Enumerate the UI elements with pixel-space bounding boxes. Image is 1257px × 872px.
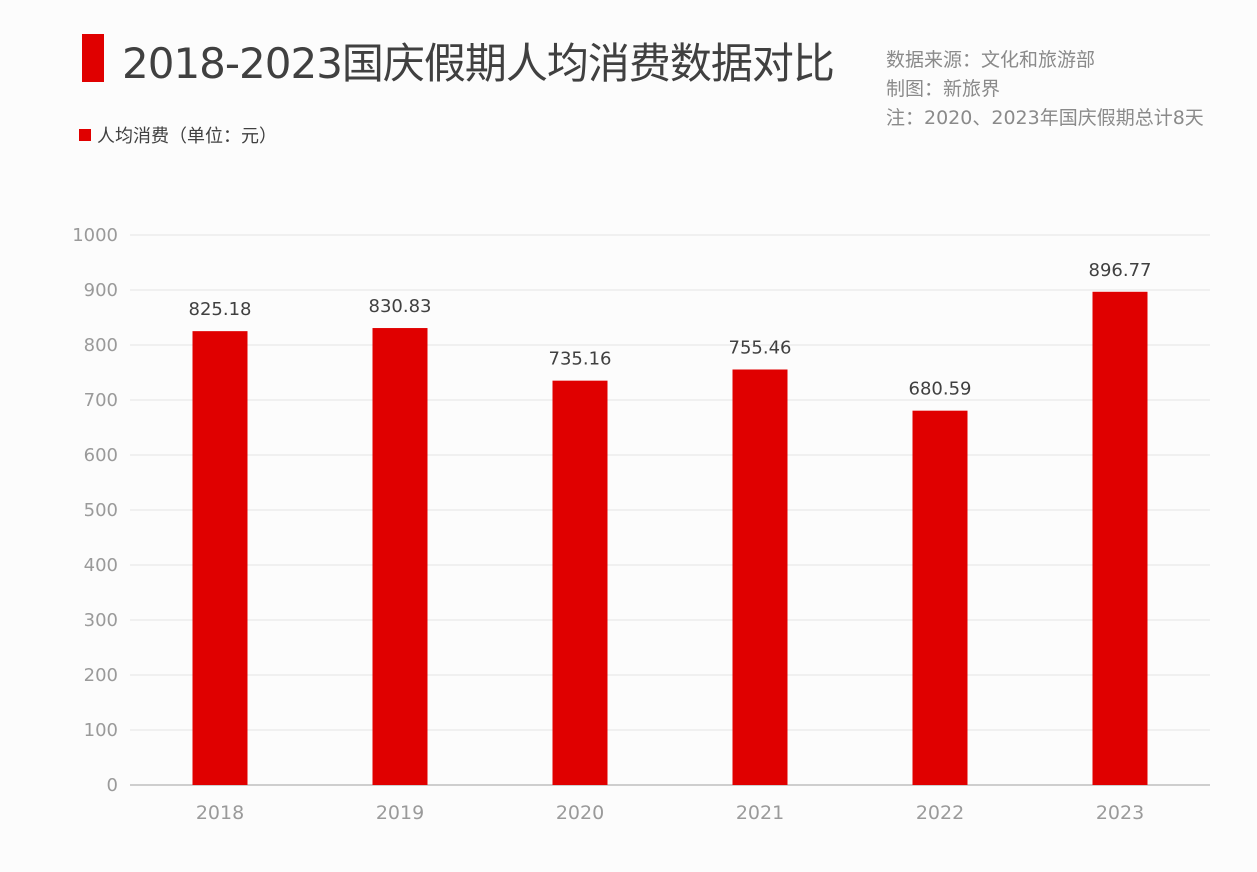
x-tick-label: 2020 [556,802,604,824]
legend-swatch [79,129,91,141]
y-tick-label: 900 [84,280,118,301]
x-tick-label: 2023 [1096,802,1144,824]
data-label: 830.83 [369,296,432,317]
bar [372,328,428,785]
bar [192,331,248,785]
data-label: 825.18 [189,299,252,320]
x-tick-label: 2018 [196,802,244,824]
y-tick-label: 0 [107,775,118,796]
data-label: 680.59 [909,379,972,400]
notes-block: 数据来源：文化和旅游部 制图：新旅界 注：2020、2023年国庆假期总计8天 [886,46,1204,133]
title-accent-bar [82,34,104,82]
data-label: 755.46 [729,337,792,358]
x-tick-label: 2021 [736,802,784,824]
y-tick-label: 300 [84,610,118,631]
y-tick-label: 700 [84,390,118,411]
x-tick-label: 2019 [376,802,424,824]
y-tick-label: 800 [84,335,118,356]
y-tick-label: 400 [84,555,118,576]
legend-label: 人均消费（单位：元） [97,126,277,147]
data-label: 896.77 [1089,260,1152,281]
y-tick-label: 100 [84,720,118,741]
bar [732,369,788,785]
bar [912,410,968,785]
legend: 人均消费（单位：元） [79,122,277,148]
x-tick-label: 2022 [916,802,964,824]
y-tick-label: 200 [84,665,118,686]
page-title: 2018-2023国庆假期人均消费数据对比 [122,39,835,88]
data-label: 735.16 [549,349,612,370]
y-tick-label: 1000 [72,225,118,246]
bar [552,380,608,785]
y-tick-label: 500 [84,500,118,521]
bar [1092,291,1148,785]
chart-by-note: 制图：新旅界 [886,78,1001,100]
data-source-note: 数据来源：文化和旅游部 [886,49,1096,71]
y-tick-label: 600 [84,445,118,466]
remark-note: 注：2020、2023年国庆假期总计8天 [886,107,1204,129]
